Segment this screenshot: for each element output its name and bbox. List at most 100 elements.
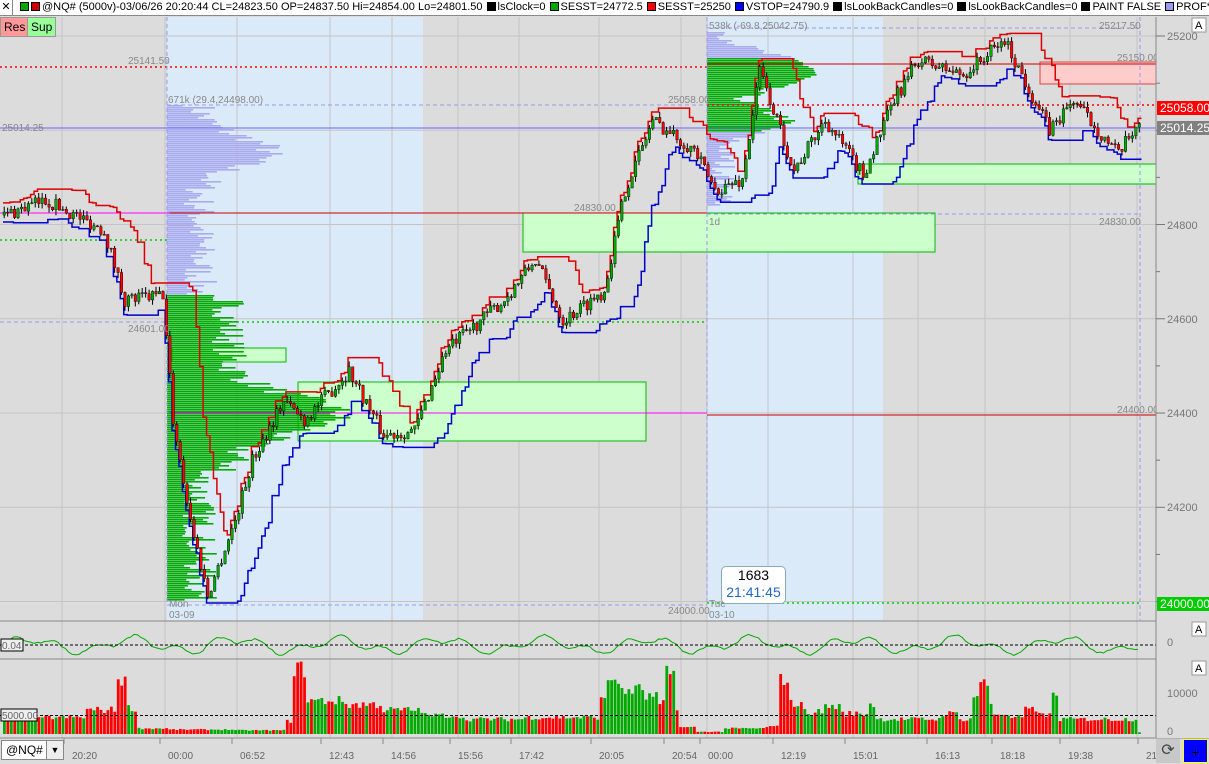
- volume-profile-bar: [707, 112, 764, 114]
- candle: [1034, 102, 1038, 106]
- volume-profile-bar: [167, 407, 342, 409]
- volume-profile-bar: [707, 124, 784, 126]
- close-chart-button[interactable]: ✕: [0, 0, 13, 15]
- candle: [848, 145, 851, 149]
- volume-profile-bar: [167, 353, 219, 355]
- volume-bar: [661, 700, 665, 734]
- volume-profile-bar: [707, 34, 724, 36]
- volume-profile-bar: [167, 245, 200, 247]
- volume-profile-bar: [167, 501, 185, 503]
- volume-profile-bar: [167, 413, 331, 415]
- candle: [944, 63, 948, 71]
- volume-bar: [655, 692, 658, 734]
- volume-bar: [292, 676, 296, 734]
- volume-bar: [523, 717, 527, 734]
- volume-bar: [44, 715, 48, 734]
- auto-scale-osc-button[interactable]: A: [1191, 621, 1207, 637]
- candle: [202, 569, 206, 579]
- candle: [1113, 143, 1117, 146]
- candle: [389, 433, 393, 436]
- chevron-down-icon[interactable]: ▼: [46, 741, 63, 759]
- candle: [641, 145, 644, 151]
- volume-bar: [61, 715, 65, 734]
- volume-profile-bar: [167, 457, 244, 459]
- candle: [558, 307, 562, 318]
- volume-bar: [6, 717, 10, 734]
- volume-profile-bar: [707, 178, 735, 180]
- candle: [1092, 125, 1096, 128]
- time-axis-label: 12:19: [781, 751, 806, 762]
- volume-bar: [1000, 714, 1003, 734]
- price-tag-25014: [1157, 121, 1209, 135]
- volume-profile-bar: [167, 247, 207, 249]
- volume-profile-bar: [167, 535, 183, 537]
- candle: [613, 235, 617, 264]
- candle: [9, 209, 13, 213]
- volume-bar: [972, 697, 976, 734]
- volume-profile-bar: [167, 291, 203, 293]
- candle: [782, 124, 786, 147]
- volume-profile-bar: [167, 339, 230, 341]
- candle: [413, 425, 417, 430]
- volume-profile-bar: [707, 104, 754, 106]
- volume-profile-bar: [707, 32, 725, 34]
- volume-bar: [499, 717, 503, 734]
- volume-profile-bar: [707, 194, 713, 196]
- candle: [120, 272, 124, 293]
- candle: [406, 432, 410, 440]
- candle: [323, 390, 327, 395]
- volume-profile-bar: [167, 303, 244, 305]
- sup-button[interactable]: Sup: [27, 17, 57, 37]
- volume-bar: [703, 731, 707, 734]
- volume-bar: [316, 699, 320, 734]
- volume-profile-bar: [167, 213, 201, 215]
- volume-bar: [1124, 718, 1128, 734]
- add-button[interactable]: +: [1183, 739, 1208, 763]
- volume-bar: [441, 713, 444, 734]
- volume-bar: [165, 728, 168, 734]
- volume-bar: [858, 713, 862, 734]
- volume-bar: [544, 718, 548, 734]
- symbol-select[interactable]: @NQ# ▼: [1, 740, 64, 760]
- volume-bar: [492, 718, 496, 734]
- candle: [544, 268, 548, 280]
- volume-bar: [565, 718, 569, 734]
- volume-profile-bar: [167, 439, 285, 441]
- volume-bar: [323, 704, 327, 734]
- volume-profile-bar: [167, 505, 211, 507]
- auto-scale-vol-button[interactable]: A: [1191, 660, 1207, 676]
- volume-profile-bar: [707, 152, 736, 154]
- candle: [606, 278, 610, 293]
- volume-profile-bar: [707, 74, 817, 76]
- candle: [320, 394, 324, 407]
- auto-scale-price-button[interactable]: A: [1191, 17, 1207, 33]
- candle: [1130, 135, 1134, 139]
- price-axis-label: 24400: [1167, 408, 1198, 420]
- refresh-button[interactable]: ⟳: [1156, 739, 1180, 763]
- candle: [789, 157, 793, 165]
- volume-profile-bar: [707, 114, 770, 116]
- volume-profile-bar: [167, 495, 191, 497]
- candle: [892, 103, 896, 106]
- price-axis: [1156, 17, 1209, 738]
- volume-profile-bar: [167, 313, 215, 315]
- candle: [1134, 126, 1138, 137]
- volume-profile-bar: [707, 158, 730, 160]
- volume-profile-bar: [167, 203, 184, 205]
- volume-profile-bar: [167, 555, 197, 557]
- candle: [899, 87, 903, 96]
- candle: [1013, 57, 1017, 68]
- volume-bar: [686, 727, 689, 734]
- res-button[interactable]: Res: [0, 17, 30, 37]
- volume-profile-bar: [167, 591, 205, 593]
- volume-bar: [254, 729, 258, 734]
- candle: [699, 156, 703, 160]
- volume-profile-bar: [167, 335, 244, 337]
- candle: [192, 519, 196, 538]
- candle: [516, 283, 520, 285]
- candle: [64, 209, 68, 214]
- indicator-swatch-icon: [957, 2, 967, 11]
- candle: [1030, 93, 1034, 103]
- volume-bar: [996, 714, 1000, 734]
